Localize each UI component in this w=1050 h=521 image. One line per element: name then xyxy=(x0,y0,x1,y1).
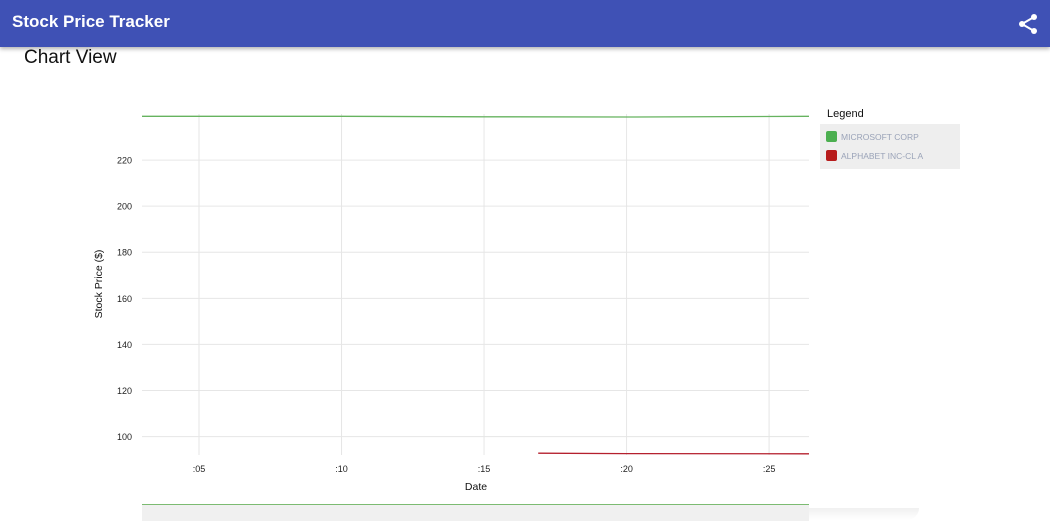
y-tick-label: 220 xyxy=(117,156,132,166)
app-title: Stock Price Tracker xyxy=(12,12,170,31)
x-axis-label: Date xyxy=(465,481,487,493)
legend-title: Legend xyxy=(827,108,864,120)
page-title: Chart View xyxy=(24,47,117,68)
x-tick-label: :15 xyxy=(478,464,491,474)
legend-label-alphabet: ALPHABET INC-CL A xyxy=(841,150,924,161)
series-line-microsoft xyxy=(142,115,810,118)
y-axis-label: Stock Price ($) xyxy=(93,250,105,319)
legend-box: MICROSOFT CORP ALPHABET INC-CL A xyxy=(820,124,960,169)
legend-swatch-microsoft xyxy=(826,131,837,142)
x-tick-label: :05 xyxy=(193,464,206,474)
legend-item-microsoft[interactable]: MICROSOFT CORP xyxy=(820,127,960,146)
x-tick-label: :25 xyxy=(763,464,776,474)
x-tick-label: :20 xyxy=(620,464,633,474)
legend-item-alphabet[interactable]: ALPHABET INC-CL A xyxy=(820,146,960,165)
y-tick-label: 180 xyxy=(117,248,132,258)
legend-label-microsoft: MICROSOFT CORP xyxy=(841,131,919,142)
series-line-alphabet xyxy=(538,452,810,455)
card-shadow xyxy=(809,508,919,520)
y-tick-label: 160 xyxy=(117,294,132,304)
y-tick-label: 140 xyxy=(117,340,132,350)
legend-swatch-alphabet xyxy=(826,150,837,161)
y-tick-label: 200 xyxy=(117,202,132,212)
y-tick-label: 100 xyxy=(117,432,132,442)
share-icon[interactable] xyxy=(1016,12,1040,36)
y-tick-label: 120 xyxy=(117,386,132,396)
app-bar: Stock Price Tracker xyxy=(0,0,1050,47)
x-tick-label: :10 xyxy=(335,464,348,474)
overview-strip[interactable] xyxy=(142,504,809,521)
legend: Legend MICROSOFT CORP ALPHABET INC-CL A xyxy=(820,108,960,169)
